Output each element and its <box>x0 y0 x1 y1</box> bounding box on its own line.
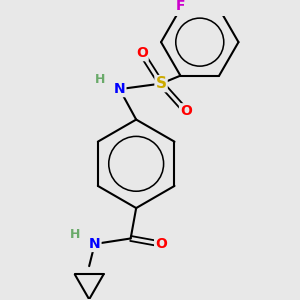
Text: F: F <box>176 0 185 13</box>
Text: N: N <box>114 82 125 96</box>
Text: O: O <box>136 46 148 60</box>
Text: N: N <box>89 237 100 251</box>
Text: H: H <box>95 73 105 86</box>
Text: S: S <box>156 76 167 91</box>
Text: O: O <box>155 237 167 251</box>
Text: H: H <box>70 228 80 241</box>
Text: O: O <box>180 104 192 118</box>
